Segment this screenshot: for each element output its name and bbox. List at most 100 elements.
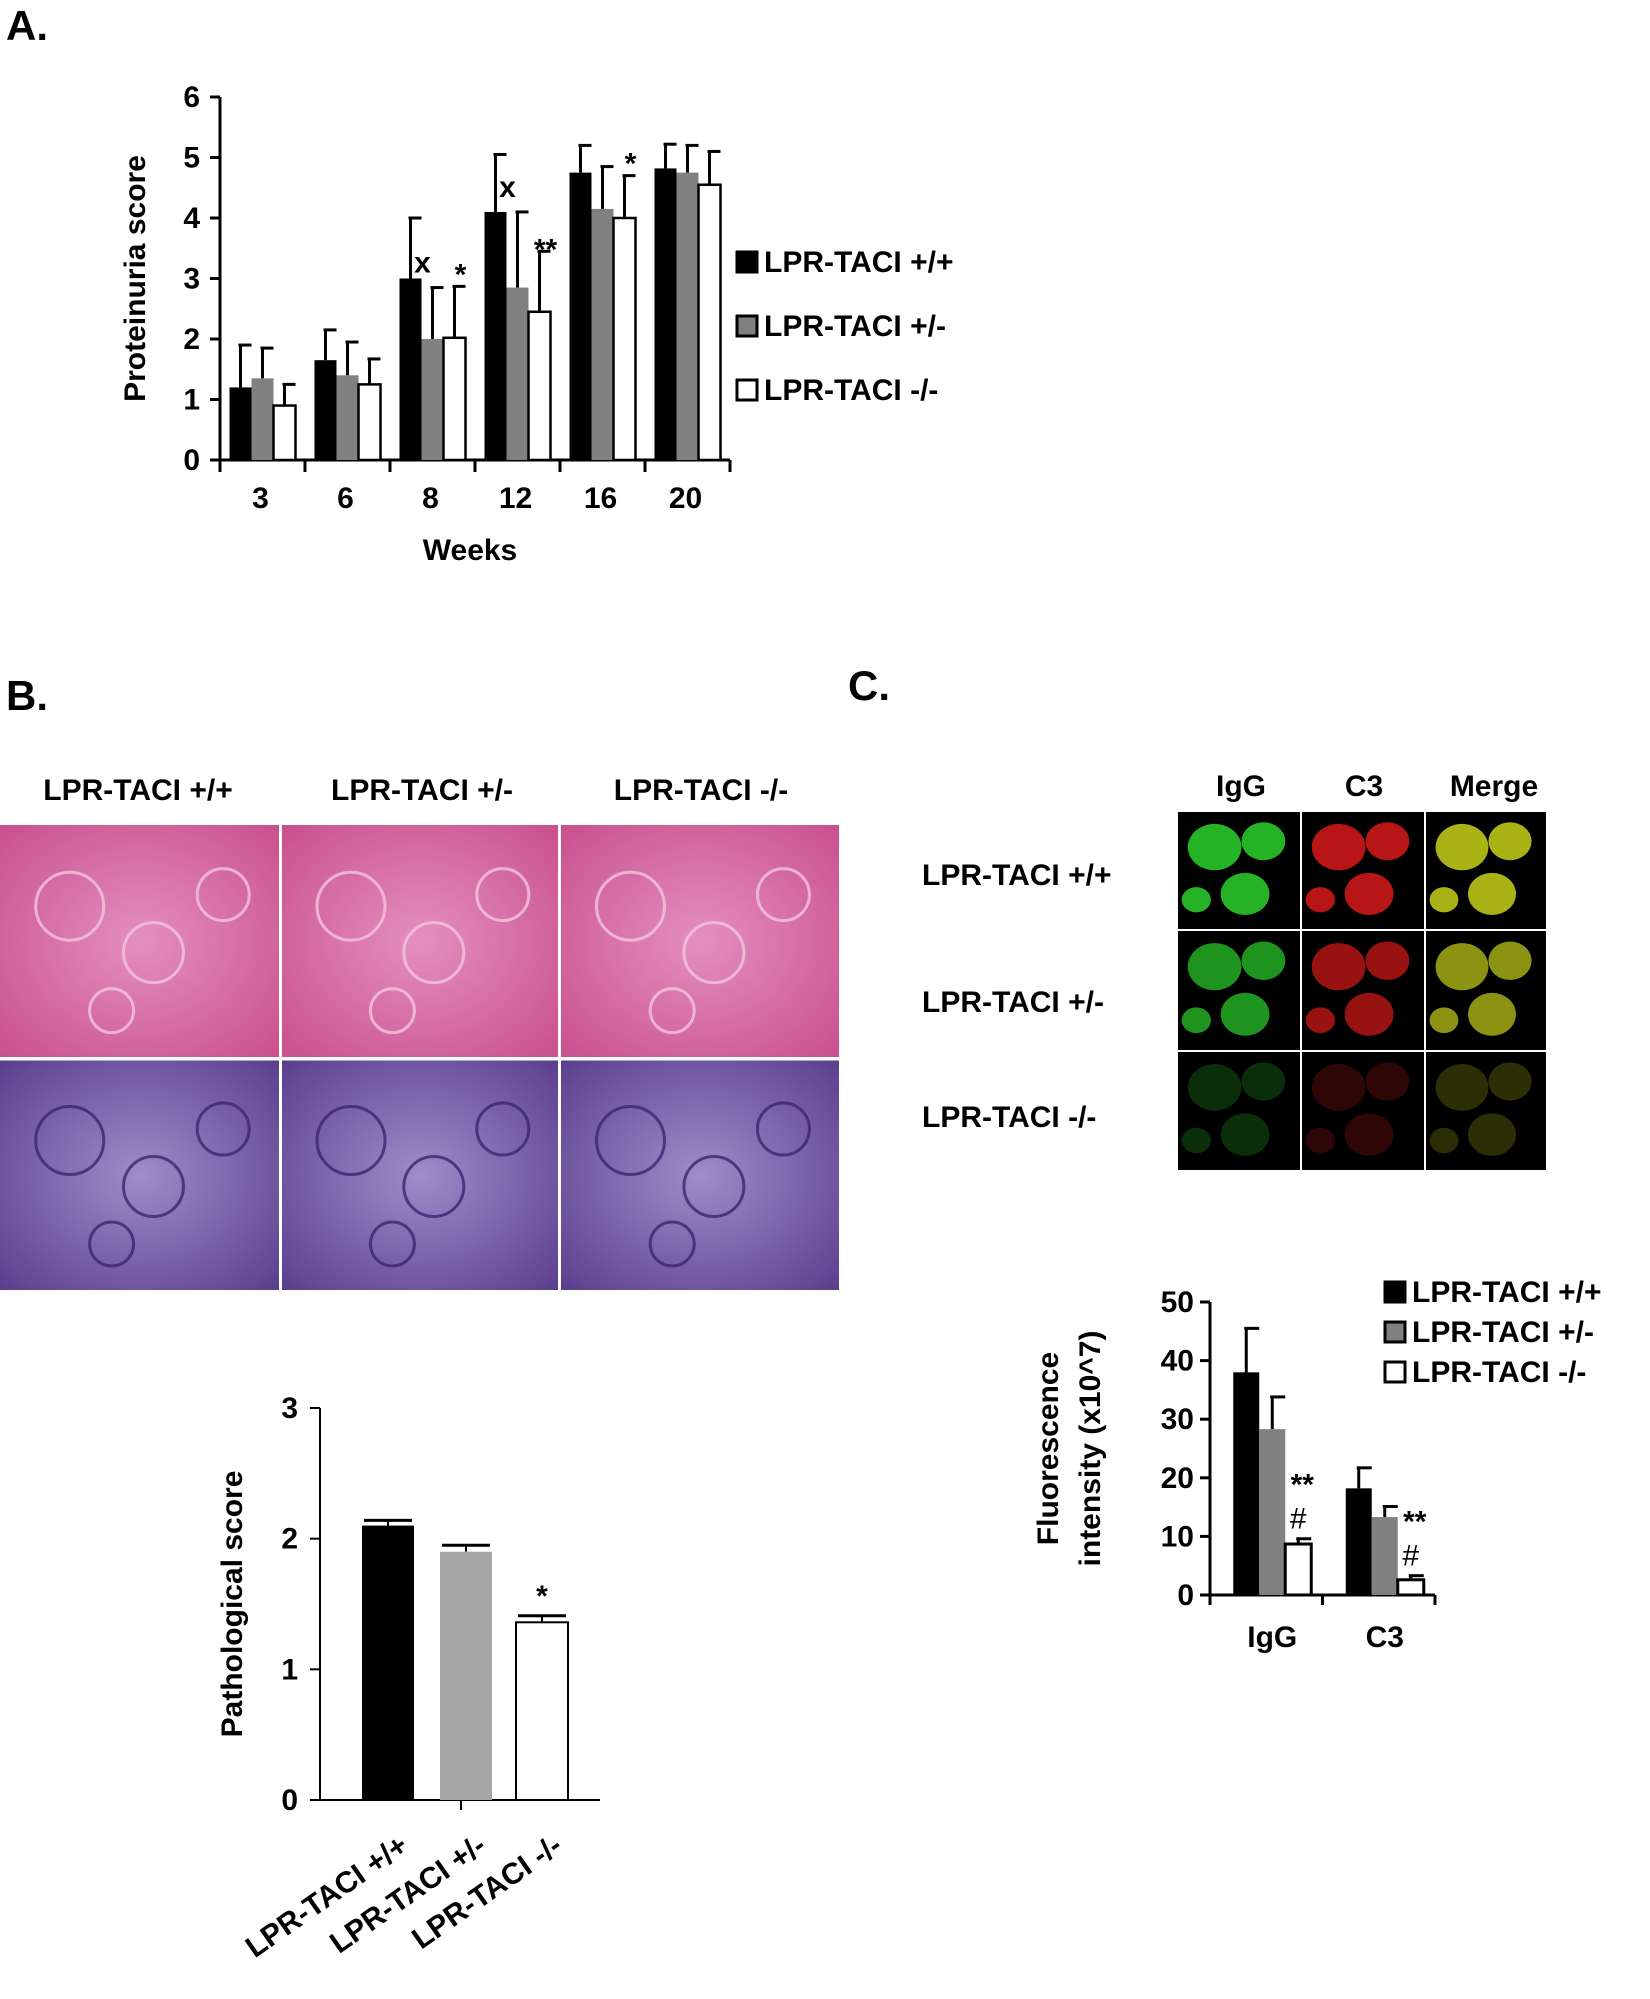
glomerulus-shape — [195, 867, 251, 923]
pathology-bar — [362, 1525, 414, 1800]
glomerulus-shape — [315, 1105, 387, 1176]
glomerulus-shape — [368, 987, 416, 1035]
x-tick-label: 20 — [669, 482, 702, 515]
glomerulus-shape — [595, 870, 666, 942]
glomerulus-shape — [195, 1101, 251, 1157]
bar-het — [591, 208, 614, 460]
significance-marker: ** — [1291, 1469, 1315, 1502]
legend-label: LPR-TACI -/- — [764, 374, 938, 407]
if-signal — [1429, 1007, 1459, 1034]
bar-wt — [569, 172, 592, 460]
glomerulus-shape — [402, 1155, 466, 1218]
x-tick-label: C3 — [1366, 1621, 1404, 1654]
if-signal — [1344, 992, 1394, 1036]
y-tick-label: 2 — [281, 1523, 298, 1556]
if-signal — [1181, 1007, 1211, 1034]
bar-het — [506, 287, 529, 460]
glomerulus-shape — [682, 1155, 746, 1218]
glomerulus-shape — [475, 867, 531, 923]
if-image-grid — [1178, 812, 1548, 1172]
glomerulus-shape — [682, 921, 746, 985]
bar-ko — [1283, 1542, 1313, 1597]
if-signal — [1187, 1064, 1242, 1111]
histology-header-ko: LPR-TACI -/- — [614, 774, 788, 807]
if-signal — [1488, 822, 1532, 861]
if-signal — [1187, 943, 1242, 991]
histology-headers: LPR-TACI +/+ LPR-TACI +/- LPR-TACI -/- — [43, 774, 788, 807]
bar-wt — [484, 211, 507, 460]
pas-stain-image — [561, 1060, 839, 1290]
if-signal — [1187, 823, 1242, 871]
if-row-label-het: LPR-TACI +/- — [922, 986, 1104, 1019]
bar-het — [676, 172, 699, 460]
glomerulus-shape — [475, 1101, 531, 1157]
legend-label: LPR-TACI +/- — [1412, 1316, 1594, 1349]
significance-marker: * — [536, 1580, 548, 1613]
y-axis-title: Pathological score — [216, 1471, 249, 1738]
bar-het — [421, 339, 444, 460]
bar-het — [251, 378, 274, 460]
glomerulus-shape — [648, 1220, 696, 1268]
if-signal — [1365, 1062, 1410, 1101]
glomerulus-shape — [368, 1220, 416, 1268]
bar-het — [1259, 1429, 1286, 1595]
if-signal — [1241, 1062, 1286, 1101]
if-signal — [1305, 1007, 1335, 1034]
x-tick-label: 8 — [422, 482, 439, 515]
glomerulus-shape — [648, 987, 696, 1035]
if-header-merge: Merge — [1450, 770, 1538, 803]
if-signal — [1344, 872, 1394, 915]
legend-swatch — [735, 314, 759, 338]
y-tick-label: 3 — [281, 1392, 298, 1425]
x-tick-label: IgG — [1247, 1621, 1297, 1654]
if-signal — [1488, 941, 1532, 981]
significance-marker: ** — [534, 233, 558, 266]
y-tick-label: 0 — [1177, 1579, 1194, 1612]
bar-wt — [399, 278, 422, 460]
glomerulus-shape — [34, 1105, 106, 1176]
if-signal — [1311, 943, 1366, 991]
if-signal — [1181, 887, 1211, 913]
histology-header-het: LPR-TACI +/- — [331, 774, 513, 807]
y-tick-label: 50 — [1161, 1286, 1194, 1319]
if-signal — [1344, 1113, 1394, 1156]
y-tick-label: 0 — [281, 1784, 298, 1817]
glomerulus-shape — [88, 987, 136, 1035]
if-signal — [1468, 992, 1516, 1036]
y-tick-label: 1 — [281, 1653, 298, 1686]
bar-ko — [442, 336, 467, 462]
if-image — [1302, 1052, 1424, 1170]
significance-marker: x — [499, 171, 516, 204]
if-signal — [1429, 1127, 1459, 1154]
legend-swatch — [1383, 1360, 1407, 1384]
legend-label: LPR-TACI +/- — [764, 310, 946, 343]
glomerulus-shape — [755, 1101, 811, 1157]
if-signal — [1220, 992, 1270, 1036]
if-signal — [1429, 887, 1459, 913]
bar-ko — [697, 183, 722, 462]
if-header-igg: IgG — [1216, 770, 1266, 803]
significance-marker: * — [625, 148, 637, 181]
y-tick-label: 3 — [183, 263, 200, 296]
significance-marker: x — [414, 247, 431, 280]
pathology-bar — [515, 1621, 569, 1801]
significance-marker: ** — [1403, 1506, 1427, 1539]
y-tick-label: 1 — [183, 384, 200, 417]
bar-ko — [272, 404, 297, 462]
pas-stain-image — [0, 1060, 279, 1290]
if-signal — [1311, 1064, 1366, 1111]
y-tick-label: 10 — [1161, 1520, 1194, 1553]
significance-marker: # — [1290, 1503, 1307, 1536]
y-tick-label: 40 — [1161, 1345, 1194, 1378]
if-image — [1426, 1052, 1546, 1170]
glomerulus-shape — [755, 867, 811, 923]
if-signal — [1220, 872, 1270, 915]
he-stain-image — [0, 825, 279, 1057]
if-row-labels: LPR-TACI +/+ LPR-TACI +/- LPR-TACI -/- — [922, 859, 1111, 1134]
if-column-headers: IgG C3 Merge — [1216, 770, 1538, 803]
significance-marker: * — [455, 258, 467, 291]
if-signal — [1311, 823, 1366, 871]
significance-marker: # — [1402, 1540, 1419, 1573]
